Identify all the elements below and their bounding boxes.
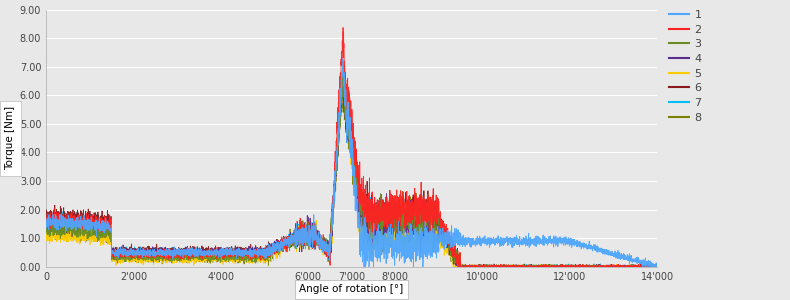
Legend: 1, 2, 3, 4, 5, 6, 7, 8: 1, 2, 3, 4, 5, 6, 7, 8	[669, 10, 702, 123]
X-axis label: Angle of rotation [°]: Angle of rotation [°]	[299, 284, 404, 294]
Y-axis label: Torque [Nm]: Torque [Nm]	[6, 106, 16, 170]
